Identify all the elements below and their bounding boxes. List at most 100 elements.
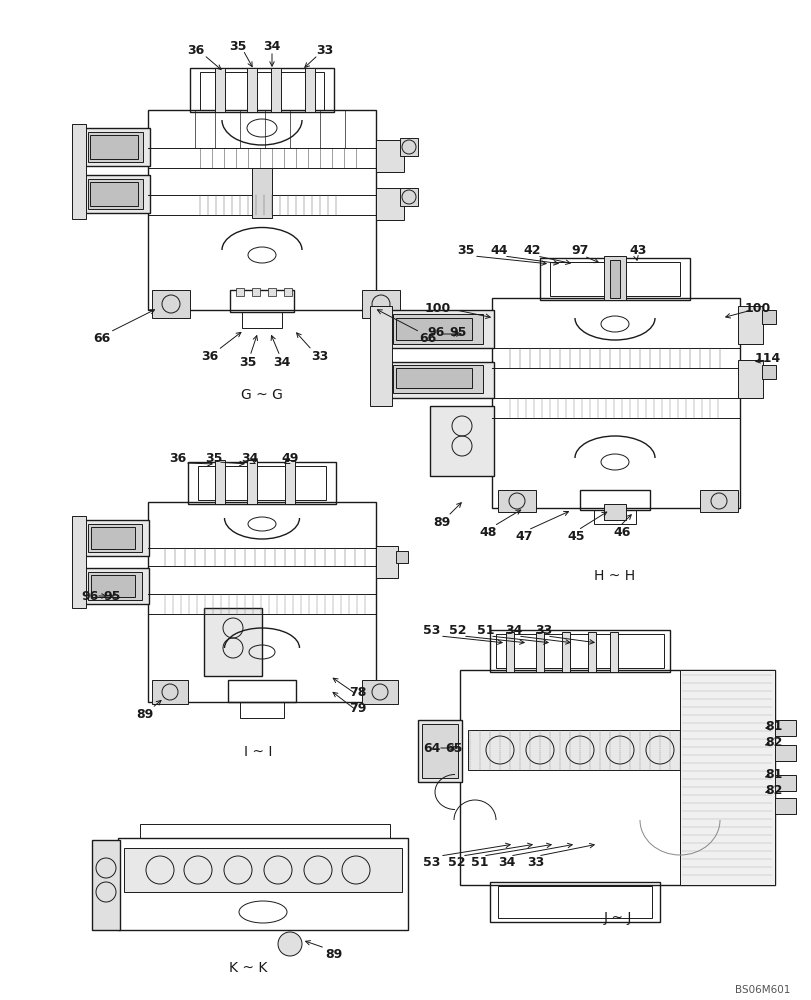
Bar	[228, 680, 296, 702]
Bar	[215, 460, 225, 504]
Text: 51: 51	[470, 856, 488, 868]
Bar	[561, 632, 569, 672]
Bar	[215, 68, 225, 112]
Text: 52: 52	[448, 624, 466, 637]
Text: 51: 51	[477, 624, 494, 637]
Bar	[549, 262, 679, 296]
Bar	[609, 260, 620, 298]
Bar	[393, 365, 483, 393]
Text: 34: 34	[498, 856, 515, 868]
Bar	[90, 135, 138, 159]
Bar	[679, 670, 774, 885]
Bar	[773, 798, 795, 814]
Bar	[422, 724, 457, 778]
Text: 34: 34	[263, 39, 281, 52]
Text: 49: 49	[281, 452, 298, 464]
Text: 43: 43	[629, 243, 646, 256]
Text: 34: 34	[241, 452, 259, 464]
Bar	[198, 466, 325, 500]
Bar	[594, 510, 635, 524]
Text: G ~ G: G ~ G	[241, 388, 282, 402]
Bar	[85, 128, 150, 166]
Bar	[362, 290, 400, 318]
Text: 34: 34	[273, 356, 290, 368]
Text: 33: 33	[526, 856, 544, 868]
Bar	[375, 546, 397, 578]
Text: I ~ I: I ~ I	[243, 745, 272, 759]
Text: BS06M601: BS06M601	[734, 985, 789, 995]
Text: 46: 46	[612, 526, 630, 538]
Bar	[400, 188, 418, 206]
Bar	[88, 524, 142, 552]
Bar	[393, 314, 483, 344]
Bar	[396, 551, 407, 563]
Bar	[230, 290, 294, 312]
Bar	[85, 175, 150, 213]
Text: 48: 48	[478, 526, 496, 538]
Bar	[370, 306, 392, 406]
Bar	[88, 179, 143, 209]
Bar	[430, 406, 493, 476]
Bar	[773, 775, 795, 791]
Text: 42: 42	[522, 243, 540, 256]
Text: 81: 81	[765, 720, 782, 732]
Bar	[251, 288, 260, 296]
Bar	[124, 848, 401, 892]
Text: 82: 82	[765, 784, 782, 796]
Bar	[737, 360, 762, 398]
Bar	[247, 460, 257, 504]
Text: 66: 66	[418, 332, 436, 344]
Text: 89: 89	[136, 708, 153, 720]
Text: 33: 33	[534, 624, 552, 637]
Bar	[268, 288, 276, 296]
Bar	[467, 730, 765, 770]
Text: 36: 36	[169, 452, 187, 464]
Bar	[773, 720, 795, 736]
Text: 89: 89	[433, 516, 450, 528]
Bar	[375, 140, 404, 172]
Bar	[247, 68, 257, 112]
Text: 81: 81	[765, 768, 782, 780]
Bar	[72, 124, 86, 219]
Bar	[190, 68, 333, 112]
Bar	[496, 634, 663, 668]
Bar	[271, 68, 281, 112]
Bar	[92, 840, 120, 930]
Bar	[418, 720, 461, 782]
Text: 100: 100	[424, 302, 451, 314]
Text: 95: 95	[103, 589, 121, 602]
Bar	[396, 318, 471, 340]
Bar	[491, 298, 739, 508]
Text: 82: 82	[765, 736, 782, 748]
Bar	[497, 490, 535, 512]
Text: 35: 35	[229, 39, 247, 52]
Text: 96: 96	[427, 326, 444, 338]
Bar	[72, 516, 86, 608]
Bar	[88, 132, 143, 162]
Bar	[139, 824, 389, 838]
Bar	[587, 632, 595, 672]
Bar	[603, 256, 625, 300]
Bar	[118, 838, 407, 930]
Bar	[188, 462, 336, 504]
Bar	[305, 68, 315, 112]
Text: 52: 52	[448, 856, 466, 868]
Bar	[497, 886, 651, 918]
Text: 35: 35	[239, 356, 256, 368]
Bar	[389, 310, 493, 348]
Bar	[535, 632, 543, 672]
Bar	[761, 365, 775, 379]
Text: 33: 33	[316, 43, 333, 56]
Bar	[284, 288, 292, 296]
Text: 53: 53	[423, 856, 440, 868]
Text: 65: 65	[444, 742, 462, 754]
Text: 114: 114	[754, 352, 780, 364]
Bar	[773, 745, 795, 761]
Bar	[88, 572, 142, 600]
Bar	[699, 490, 737, 512]
Bar	[489, 882, 659, 922]
Bar	[489, 630, 669, 672]
Text: 34: 34	[504, 624, 522, 637]
Text: 53: 53	[423, 624, 440, 637]
Text: H ~ H: H ~ H	[594, 569, 635, 583]
